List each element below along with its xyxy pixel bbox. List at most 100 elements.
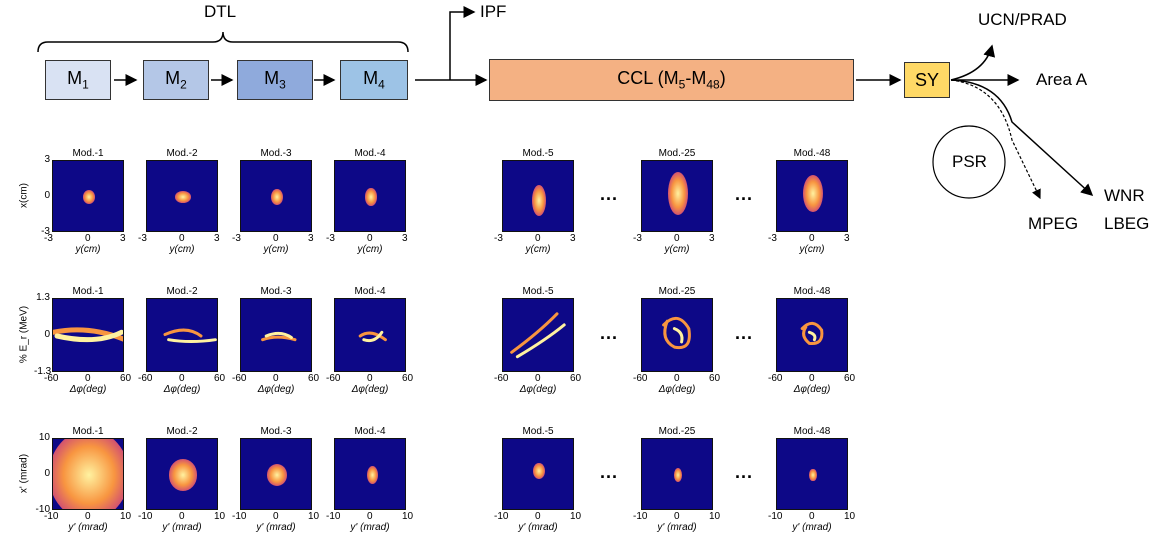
psr-ring xyxy=(932,125,1006,199)
plot-1-4-xtick-min: -3 xyxy=(326,233,335,244)
plot-3-2-canvas xyxy=(146,438,218,510)
plot-1-7-xtick-mid: 0 xyxy=(809,233,815,244)
plot-2-2-distribution xyxy=(163,328,217,344)
plot-2-2-xtick-mid: 0 xyxy=(179,373,185,384)
plot-2-5-xtick-mid: 0 xyxy=(535,373,541,384)
plot-1-3-xtick-min: -3 xyxy=(232,233,241,244)
sy-label: SY xyxy=(914,69,939,90)
row-3-ellipsis-2: ... xyxy=(735,462,754,482)
row-3-ytick-min: -10 xyxy=(35,504,50,515)
plot-3-1-canvas xyxy=(52,438,124,510)
row-3-ytick-max: 10 xyxy=(38,432,50,443)
plot-2-7-curve-2 xyxy=(807,330,817,342)
plot-3-7-xtick-max: 10 xyxy=(844,511,856,522)
plot-1-2-xtick-min: -3 xyxy=(138,233,147,244)
plot-3-3-canvas xyxy=(240,438,312,510)
plot-2-6-canvas xyxy=(641,298,713,372)
plot-1-5-xtick-mid: 0 xyxy=(535,233,541,244)
plot-2-6-xtick-min: -60 xyxy=(633,373,648,384)
plot-1-7-xlabel: y(cm) xyxy=(799,244,825,255)
plot-2-7-distribution xyxy=(800,321,824,346)
plot-1-3-distribution xyxy=(271,189,283,205)
plot-1-6-xtick-max: 3 xyxy=(709,233,715,244)
dtl-label: DTL xyxy=(204,2,237,21)
module-m1-box: M1 xyxy=(45,60,111,100)
plot-3-7-xtick-min: -10 xyxy=(768,511,783,522)
plot-2-7-canvas xyxy=(776,298,848,372)
plot-3-4-xtick-max: 10 xyxy=(402,511,414,522)
plot-1-2-xtick-max: 3 xyxy=(214,233,220,244)
plot-3-6-xtick-max: 10 xyxy=(709,511,721,522)
row-2-ellipsis-1: ... xyxy=(600,323,619,343)
ccl-close: ) xyxy=(719,68,726,89)
row-3-ylabel: x' (mrad) xyxy=(18,453,30,494)
plot-3-4-xtick-min: -10 xyxy=(326,511,341,522)
plot-2-5-xtick-min: -60 xyxy=(494,373,509,384)
plot-3-1-distribution xyxy=(53,439,123,509)
plot-3-2-xtick-mid: 0 xyxy=(179,511,185,522)
plot-3-6-xlabel: y' (mrad) xyxy=(657,522,697,533)
plot-2-1-xtick-mid: 0 xyxy=(85,373,91,384)
ccl-dash: -M xyxy=(685,68,707,89)
plot-3-6-xtick-min: -10 xyxy=(633,511,648,522)
plot-2-6-xtick-mid: 0 xyxy=(674,373,680,384)
row-2-ytick-max: 1.3 xyxy=(36,292,50,303)
plot-3-3-xtick-mid: 0 xyxy=(273,511,279,522)
plot-3-7-canvas xyxy=(776,438,848,510)
plot-3-2-xtick-max: 10 xyxy=(214,511,226,522)
plot-2-3-xlabel: Δφ(deg) xyxy=(257,384,295,395)
plot-2-6-xlabel: Δφ(deg) xyxy=(658,384,696,395)
plot-2-4-xtick-mid: 0 xyxy=(367,373,373,384)
plot-1-1-canvas xyxy=(52,160,124,232)
plot-1-4-xtick-max: 3 xyxy=(402,233,408,244)
plot-1-2-title: Mod.-2 xyxy=(166,148,198,159)
plot-2-3-title: Mod.-3 xyxy=(260,286,292,297)
plot-2-3-xtick-max: 60 xyxy=(308,373,320,384)
plot-2-5-xlabel: Δφ(deg) xyxy=(519,384,557,395)
plot-2-2-xtick-min: -60 xyxy=(138,373,153,384)
plot-1-4-xtick-mid: 0 xyxy=(367,233,373,244)
plot-2-7-xtick-max: 60 xyxy=(844,373,856,384)
plot-2-6-curve-2 xyxy=(672,327,684,344)
plot-1-5-distribution xyxy=(531,184,547,217)
plot-1-6-xlabel: y(cm) xyxy=(664,244,690,255)
plot-3-3-xtick-max: 10 xyxy=(308,511,320,522)
row-1-ylabel: x(cm) xyxy=(18,183,30,208)
plot-2-5-xtick-max: 60 xyxy=(570,373,582,384)
m4-base: M xyxy=(363,68,379,89)
plot-3-5-xtick-mid: 0 xyxy=(535,511,541,522)
area-a-label: Area A xyxy=(1036,70,1088,89)
plot-1-6-canvas xyxy=(641,160,713,232)
arrow-mpeg xyxy=(950,79,1041,200)
plot-3-7-xtick-mid: 0 xyxy=(809,511,815,522)
plot-3-1-xtick-min: -10 xyxy=(44,511,59,522)
module-m3-label: M3 xyxy=(264,68,286,92)
plot-2-5-curve-1 xyxy=(510,312,559,354)
plot-2-4-curve-2 xyxy=(362,330,384,343)
plot-2-2-xtick-max: 60 xyxy=(214,373,226,384)
plot-3-1-xtick-max: 10 xyxy=(120,511,132,522)
plot-2-4-title: Mod.-4 xyxy=(354,286,386,297)
plot-3-7-distribution xyxy=(809,468,817,482)
row-2-ellipsis-2: ... xyxy=(735,323,754,343)
plot-2-6-distribution xyxy=(662,316,691,350)
wnr-label: WNR xyxy=(1104,186,1145,205)
module-m4-label: M4 xyxy=(363,68,385,92)
plot-3-5-xtick-max: 10 xyxy=(570,511,582,522)
plot-1-5-xlabel: y(cm) xyxy=(525,244,551,255)
plot-1-5-title: Mod.-5 xyxy=(522,148,554,159)
ccl-box: CCL (M5-M48) xyxy=(489,59,854,101)
plot-3-3-xtick-min: -10 xyxy=(232,511,247,522)
plot-1-4-title: Mod.-4 xyxy=(354,148,386,159)
plot-3-6-canvas xyxy=(641,438,713,510)
plot-3-4-distribution xyxy=(366,465,379,485)
plot-2-4-canvas xyxy=(334,298,406,372)
m2-base: M xyxy=(165,68,181,89)
plot-2-1-curve-2 xyxy=(54,329,123,343)
plot-1-7-distribution xyxy=(802,174,824,213)
plot-1-1-xlabel: y(cm) xyxy=(75,244,101,255)
plot-3-5-xlabel: y' (mrad) xyxy=(518,522,558,533)
plot-2-7-title: Mod.-48 xyxy=(793,286,831,297)
ccl-text: CCL (M xyxy=(617,68,679,89)
